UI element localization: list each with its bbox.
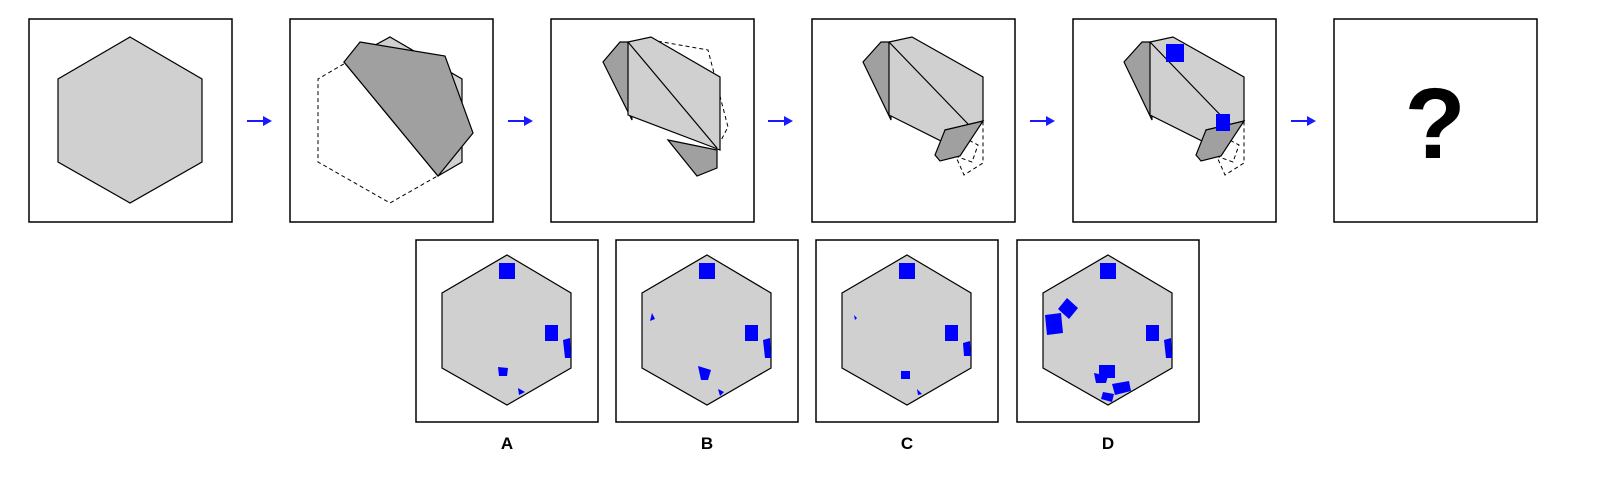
option-d-hole-left-b: [1058, 298, 1078, 319]
option-c-panel[interactable]: [815, 239, 999, 423]
step-5-punch-hole-top: [1166, 44, 1184, 62]
option-d-hole-lower-a: [1099, 365, 1115, 378]
option-a-hole-lower: [498, 367, 508, 376]
option-d-hole-right: [1146, 325, 1159, 341]
arrow-2: [508, 116, 533, 126]
step-4-panel: [811, 18, 1016, 223]
arrow-1: [247, 116, 272, 126]
arrow-5: [1291, 116, 1316, 126]
option-a-hole-edge: [563, 338, 571, 358]
option-a-hole-right: [545, 325, 558, 341]
step-2-folded-flap: [343, 41, 474, 177]
option-d-hole-left-a: [1045, 313, 1063, 335]
option-c-hexagon: [841, 254, 972, 406]
option-b-hole-lower: [698, 366, 711, 380]
arrow-4: [1030, 116, 1055, 126]
option-a-panel[interactable]: [415, 239, 599, 423]
step-5-crease: [1149, 41, 1230, 125]
step-5-punch-hole-right: [1216, 114, 1230, 131]
option-c-hole-bottom: [917, 389, 922, 395]
option-d-panel[interactable]: [1016, 239, 1200, 423]
option-d-hole-bottom-b: [1101, 392, 1114, 402]
option-b-hexagon: [641, 254, 772, 406]
option-a-hexagon: [441, 254, 572, 406]
step-3-lower-flap: [666, 139, 718, 177]
option-d-hole-bottom-a: [1112, 381, 1131, 395]
step-4-crease: [888, 41, 969, 125]
arrow-3: [768, 116, 793, 126]
question-mark: ?: [1404, 68, 1465, 180]
step-2-panel: [289, 18, 494, 223]
step-1-panel: [28, 18, 233, 223]
step-3-crease: [627, 41, 718, 149]
step-5-panel: [1072, 18, 1277, 223]
option-c-hole-lower: [901, 371, 910, 379]
step-4-left-flap: [862, 41, 892, 121]
option-b-hole-top: [699, 263, 715, 279]
option-d-hole-lower-b: [1094, 373, 1108, 383]
option-b-hole-edge: [763, 338, 771, 358]
option-c-hole-top: [899, 263, 915, 279]
option-b-label[interactable]: B: [700, 434, 714, 453]
option-b-hole-left: [650, 313, 655, 321]
option-c-hole-left: [854, 315, 857, 320]
option-a-hole-bottom: [518, 388, 525, 395]
option-d-hole-top: [1100, 263, 1116, 279]
step-3-panel: [550, 18, 755, 223]
question-frame: [1333, 18, 1538, 223]
question-panel: ?: [1333, 18, 1538, 223]
step-5-left-flap: [1123, 41, 1153, 121]
step-3-dashed-outline: [639, 39, 729, 149]
step-2-original-outline: [317, 36, 463, 204]
option-c-label[interactable]: C: [900, 434, 914, 453]
option-d-label[interactable]: D: [1101, 434, 1115, 453]
option-d-hole-edge: [1164, 338, 1172, 358]
option-b-hole-bottom: [718, 389, 724, 396]
option-a-hole-top: [499, 263, 515, 279]
step-1-hexagon: [57, 36, 203, 204]
option-b-panel[interactable]: [615, 239, 799, 423]
option-b-hole-right: [745, 325, 758, 341]
option-c-hole-edge: [963, 341, 971, 356]
option-c-hole-right: [945, 325, 958, 341]
step-5-lower-flap: [1195, 120, 1246, 162]
option-a-label[interactable]: A: [500, 434, 514, 453]
step-4-lower-flap: [934, 120, 985, 162]
option-d-hexagon: [1042, 254, 1173, 406]
step-3-left-flap: [602, 41, 633, 121]
